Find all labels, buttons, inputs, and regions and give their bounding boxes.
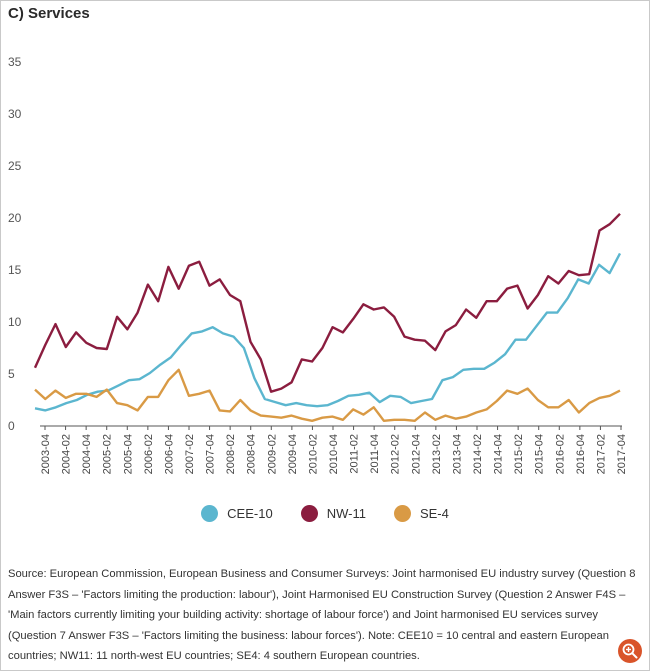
x-tick-label: 2008-04 [246,434,258,474]
x-tick-label: 2007-02 [184,434,196,474]
series-line-nw-11 [33,212,621,393]
x-tick-label: 2013-04 [451,434,463,474]
legend-label: CEE-10 [227,506,273,521]
x-tick-label: 2005-02 [102,434,114,474]
x-tick-label: 2017-02 [595,434,607,474]
x-tick-label: 2011-04 [369,434,381,474]
x-tick-label: 2013-02 [431,434,443,474]
y-tick-label: 30 [8,107,22,121]
legend-label: NW-11 [326,506,366,521]
x-tick-label: 2004-02 [61,434,73,474]
x-axis: 2003-04 2004-02 2004-04 2005-02 2005-04 2006-… [40,425,628,474]
source-note: Source: European Commission, European Bu… [8,568,636,662]
x-tick-label: 2014-04 [493,434,505,474]
x-tick-label: 2016-04 [575,434,587,474]
series-line-se-4 [34,368,621,422]
line-chart: 0 5 10 15 20 25 30 35 2003-04 2004-02 2004-04 2005… [8,55,628,474]
chart-title: C) Services [8,5,90,22]
y-tick-label: 0 [8,419,15,433]
y-tick-label: 10 [8,315,22,329]
x-tick-label: 2012-02 [390,434,402,474]
legend-marker [393,505,411,522]
x-tick-label: 2007-04 [205,434,217,474]
legend-item-nw-11: NW-11 [300,505,366,522]
x-tick-label: 2009-02 [266,434,278,474]
legend: CEE-10 NW-11 SE-4 [0,505,650,525]
x-tick-label: 2010-04 [328,434,340,474]
legend-label: SE-4 [419,506,449,521]
x-tick-label: 2006-02 [143,434,155,474]
y-tick-label: 20 [8,211,22,225]
x-tick-label: 2015-02 [513,434,525,474]
y-axis: 0 5 10 15 20 25 30 35 [8,55,22,433]
x-tick-label: 2014-02 [472,434,484,474]
y-tick-label: 15 [8,263,22,277]
y-tick-label: 25 [8,159,22,173]
legend-item-se-4: SE-4 [393,505,449,522]
x-tick-label: 2011-02 [349,434,361,474]
legend-marker [201,505,219,522]
x-tick-label: 2005-04 [122,434,134,474]
series-lines [33,212,622,422]
x-tick-label: 2008-02 [225,434,237,474]
x-tick-label: 2016-02 [554,434,566,474]
x-tick-label: 2004-04 [81,434,93,474]
legend-marker [300,505,318,522]
x-tick-label: 2017-04 [616,434,628,474]
zoom-in-icon[interactable] [618,639,642,663]
x-tick-label: 2010-02 [307,434,319,474]
series-line-cee-10 [34,252,622,412]
legend-item-cee-10: CEE-10 [201,505,273,522]
x-tick-label: 2009-04 [287,434,299,474]
y-tick-label: 5 [8,367,15,381]
x-tick-label: 2015-04 [534,434,546,474]
y-tick-label: 35 [8,55,22,69]
x-tick-label: 2006-04 [163,434,175,474]
x-tick-label: 2012-04 [410,434,422,474]
x-tick-label: 2003-04 [40,434,52,474]
